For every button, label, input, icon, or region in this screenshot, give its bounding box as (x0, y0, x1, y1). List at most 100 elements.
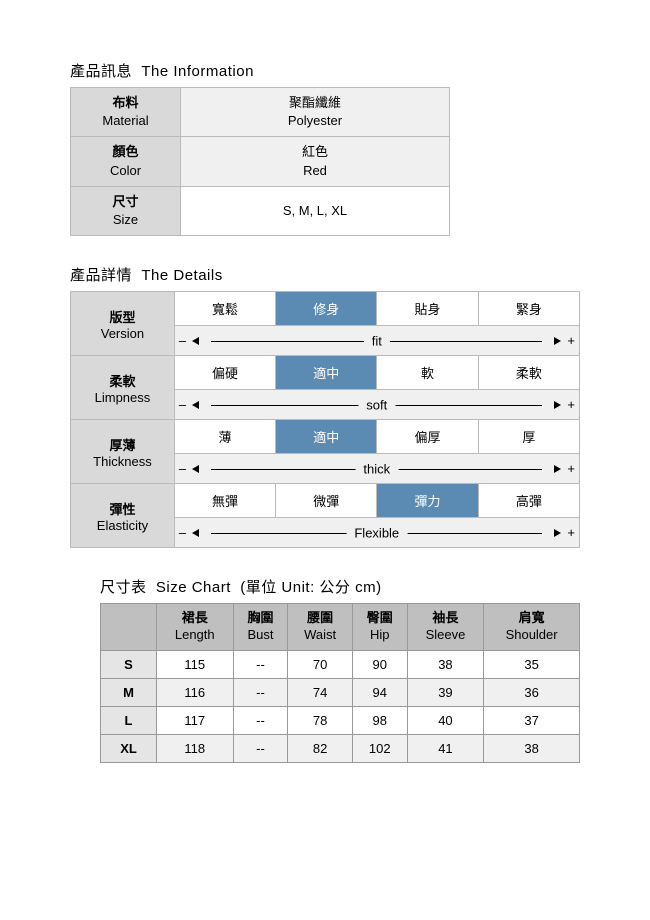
detail-row: 版型Version寬鬆修身貼身緊身 (71, 292, 580, 326)
detail-option: 無彈 (174, 484, 275, 518)
info-label-en: Material (79, 112, 172, 130)
info-value-zh: S, M, L, XL (283, 203, 347, 218)
info-label-en: Size (79, 211, 172, 229)
size-chart-title: 尺寸表 Size Chart (單位 Unit: 公分 cm) (70, 576, 580, 597)
details-table: 版型Version寬鬆修身貼身緊身–fit+柔軟Limpness偏硬適中軟柔軟–… (70, 291, 580, 548)
detail-row: 彈性Elasticity無彈微彈彈力高彈 (71, 484, 580, 518)
slider-plus: + (567, 397, 575, 412)
size-cell: 94 (352, 678, 407, 706)
detail-label-zh: 彈性 (109, 502, 135, 517)
detail-option: 柔軟 (478, 356, 579, 390)
size-header: 臀圍 Hip (352, 604, 407, 651)
information-title-zh: 產品訊息 (70, 63, 132, 80)
info-value: S, M, L, XL (181, 186, 450, 235)
size-header-en: Length (161, 627, 229, 644)
size-row: L117--78984037 (101, 706, 580, 734)
info-value-zh: 聚酯纖維 (289, 95, 341, 110)
info-label-zh: 尺寸 (112, 194, 138, 209)
info-row: 布料 Material 聚酯纖維 Polyester (71, 88, 450, 137)
detail-label: 彈性Elasticity (71, 484, 175, 548)
size-chart-title-zh: 尺寸表 (100, 579, 147, 596)
size-chart-table: 裙長 Length胸圍Bust 腰圍 Waist 臀圍 Hip袖長Sleeve肩寬Shou… (100, 603, 580, 763)
size-cell: 36 (484, 678, 580, 706)
slider-label: thick (355, 461, 398, 476)
detail-label: 版型Version (71, 292, 175, 356)
detail-label-zh: 厚薄 (109, 438, 135, 453)
size-row: S115--70903835 (101, 650, 580, 678)
info-value-en: Polyester (189, 112, 441, 130)
size-chart-unit: (單位 Unit: 公分 cm) (240, 579, 381, 596)
detail-slider: – thick + (174, 454, 579, 484)
details-title-en: The Details (141, 267, 222, 284)
info-label-zh: 顏色 (112, 144, 138, 159)
details-title-zh: 產品詳情 (70, 267, 132, 284)
detail-label-en: Version (75, 326, 170, 341)
detail-option: 修身 (276, 292, 377, 326)
detail-slider: –soft+ (174, 390, 579, 420)
size-row: M116--74943936 (101, 678, 580, 706)
size-cell: 37 (484, 706, 580, 734)
information-title: 產品訊息 The Information (70, 60, 580, 81)
slider-minus: – (179, 397, 186, 412)
slider-plus: + (567, 525, 575, 540)
arrow-right-icon (554, 401, 561, 409)
size-header-zh: 胸圍 (247, 610, 273, 625)
info-label-en: Color (79, 162, 172, 180)
info-label: 布料 Material (71, 88, 181, 137)
size-header: 肩寬Shoulder (484, 604, 580, 651)
size-cell: 70 (288, 650, 352, 678)
size-cell: 98 (352, 706, 407, 734)
size-header-en: Hip (357, 627, 403, 644)
size-header-zh: 裙長 (182, 610, 208, 625)
size-row-label: S (101, 650, 157, 678)
size-cell: 74 (288, 678, 352, 706)
detail-row: 柔軟Limpness偏硬適中軟柔軟 (71, 356, 580, 390)
slider-plus: + (567, 461, 575, 476)
arrow-left-icon (192, 529, 199, 537)
info-label-zh: 布料 (112, 95, 138, 110)
detail-option: 軟 (377, 356, 478, 390)
size-row-label: XL (101, 734, 157, 762)
detail-option: 微彈 (276, 484, 377, 518)
size-cell: 82 (288, 734, 352, 762)
slider-line: fit (205, 334, 548, 348)
detail-slider: –Flexible+ (174, 518, 579, 548)
slider-minus: – (179, 333, 186, 348)
size-header-zh: 肩寬 (519, 610, 545, 625)
info-row: 尺寸 Size S, M, L, XL (71, 186, 450, 235)
size-cell: 39 (407, 678, 483, 706)
info-value-zh: 紅色 (302, 144, 328, 159)
info-row: 顏色Color紅色Red (71, 137, 450, 186)
slider-minus: – (179, 461, 186, 476)
slider-label: fit (364, 333, 390, 348)
size-header-blank (101, 604, 157, 651)
detail-option: 厚 (478, 420, 579, 454)
size-cell: 118 (157, 734, 234, 762)
size-cell: 115 (157, 650, 234, 678)
detail-option: 薄 (174, 420, 275, 454)
slider-label: Flexible (346, 525, 407, 540)
size-row-label: M (101, 678, 157, 706)
detail-label-en: Limpness (75, 390, 170, 405)
size-row: XL118--821024138 (101, 734, 580, 762)
detail-label-en: Thickness (75, 454, 170, 469)
size-cell: 90 (352, 650, 407, 678)
size-header-zh: 腰圍 (307, 610, 333, 625)
size-cell: 41 (407, 734, 483, 762)
detail-label: 厚薄Thickness (71, 420, 175, 484)
detail-label-zh: 版型 (109, 310, 135, 325)
arrow-right-icon (554, 337, 561, 345)
slider-line: Flexible (205, 526, 548, 540)
size-header: 袖長Sleeve (407, 604, 483, 651)
size-header-zh: 臀圍 (367, 610, 393, 625)
size-header-en: Waist (292, 627, 347, 644)
arrow-left-icon (192, 465, 199, 473)
info-label: 尺寸 Size (71, 186, 181, 235)
detail-option: 貼身 (377, 292, 478, 326)
size-header: 胸圍Bust (233, 604, 288, 651)
details-title: 產品詳情 The Details (70, 264, 580, 285)
size-cell: -- (233, 734, 288, 762)
detail-row: 厚薄Thickness薄適中偏厚厚 (71, 420, 580, 454)
detail-option: 彈力 (377, 484, 478, 518)
size-row-label: L (101, 706, 157, 734)
